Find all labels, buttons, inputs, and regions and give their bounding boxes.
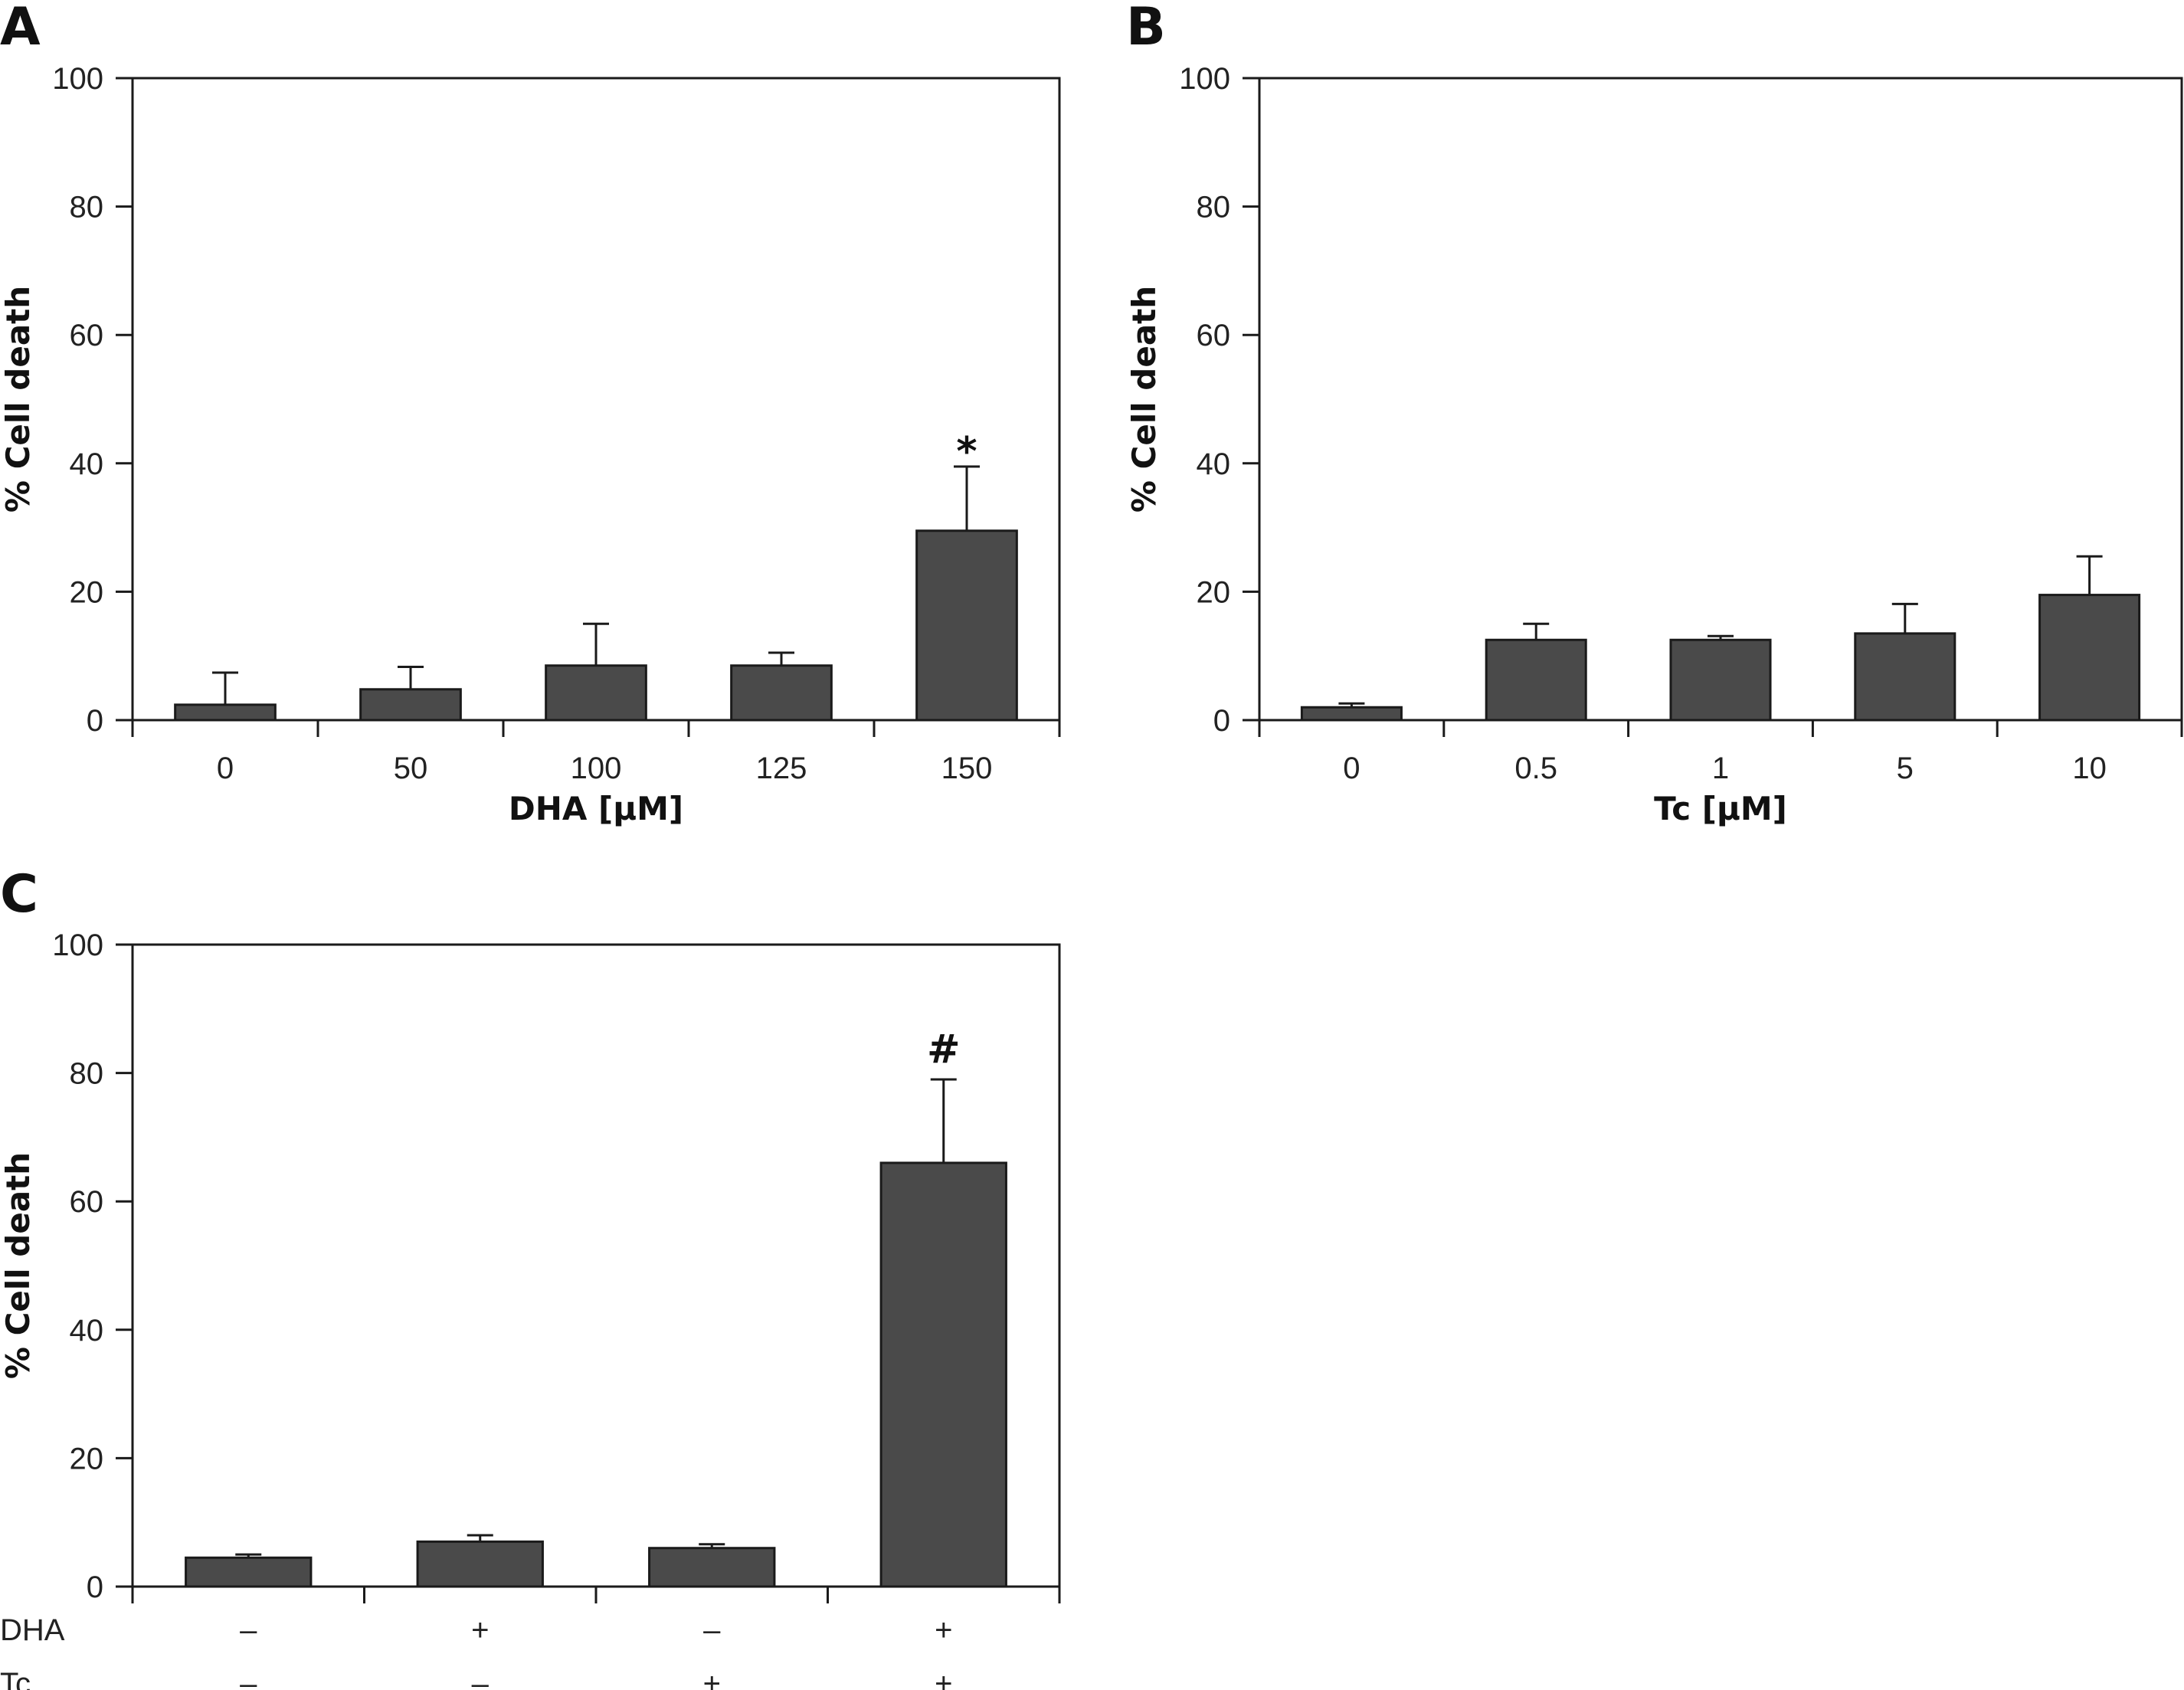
y-tick-label: 20 [1197,575,1231,609]
y-tick-label: 100 [52,929,103,962]
treatment-mark: + [471,1613,489,1647]
bar [416,1540,544,1588]
treatment-mark: – [703,1613,721,1647]
x-tick-label: 1 [1712,752,1729,785]
x-tick-label: 0 [217,752,234,785]
bar [1669,638,1772,722]
bar [1854,632,1956,722]
y-tick-label: 20 [70,575,104,609]
y-tick-label: 100 [52,62,103,96]
y-tick-label: 60 [1197,319,1231,352]
x-tick-label: 150 [941,752,993,785]
x-tick-label: 125 [756,752,807,785]
y-tick-label: 40 [70,1314,104,1348]
panel-a: A 0 20 40 60 80 100 % Cell death 0 50 100 125 * 150 DH… [0,0,1061,827]
bar [730,664,833,722]
x-tick-label: 5 [1897,752,1914,785]
x-tick-label: 0.5 [1514,752,1557,785]
treatment-row-label: Tc [0,1667,31,1690]
y-tick-label: 40 [70,447,104,481]
y-tick-label: 0 [87,1570,103,1604]
x-axis-label: DHA [µM] [509,790,683,827]
y-axis-label: % Cell death [0,286,37,513]
y-tick-label: 60 [70,319,104,352]
y-tick-label: 80 [1197,191,1231,224]
y-tick-label: 0 [1213,704,1230,738]
bar [648,1547,776,1588]
y-axis-label: % Cell death [1125,286,1163,513]
bar [879,1161,1007,1588]
bar [185,1556,313,1588]
treatment-row-label: DHA [0,1613,65,1647]
treatment-mark: + [703,1667,721,1690]
treatment-mark: – [472,1667,490,1690]
bar [2038,594,2141,722]
treatment-mark: + [935,1613,952,1647]
panel-letter: B [1126,0,1166,57]
x-tick-label: 0 [1343,752,1360,785]
significance-marker: * [956,429,977,475]
bar [174,703,277,722]
y-tick-label: 80 [70,1057,104,1091]
y-tick-label: 40 [1197,447,1231,481]
panel-b: B 0 20 40 60 80 100 % Cell death 0 0.5 1 5 10 Tc [µM] [1125,0,2183,827]
treatment-mark: – [240,1613,257,1647]
panel-c: C 0 20 40 60 80 100 % Cell death # DHA – + – + Tc – – + + [0,864,1061,1690]
x-tick-label: 100 [571,752,622,785]
bar [545,664,647,722]
x-axis-label: Tc [µM] [1654,790,1787,827]
panel-letter: A [0,0,41,57]
y-tick-label: 60 [70,1185,104,1219]
treatment-mark: – [240,1667,257,1690]
y-tick-label: 100 [1179,62,1230,96]
bar [1300,706,1403,722]
x-tick-label: 50 [394,752,428,785]
panel-letter: C [0,864,38,925]
treatment-mark: + [935,1667,952,1690]
y-axis-label: % Cell death [0,1152,37,1379]
y-tick-label: 20 [70,1442,104,1475]
y-tick-label: 80 [70,191,104,224]
bar [1485,638,1587,722]
bar [915,529,1018,722]
significance-marker: # [927,1027,961,1073]
x-tick-label: 10 [2072,752,2107,785]
y-tick-label: 0 [87,704,103,738]
bar [359,688,462,722]
